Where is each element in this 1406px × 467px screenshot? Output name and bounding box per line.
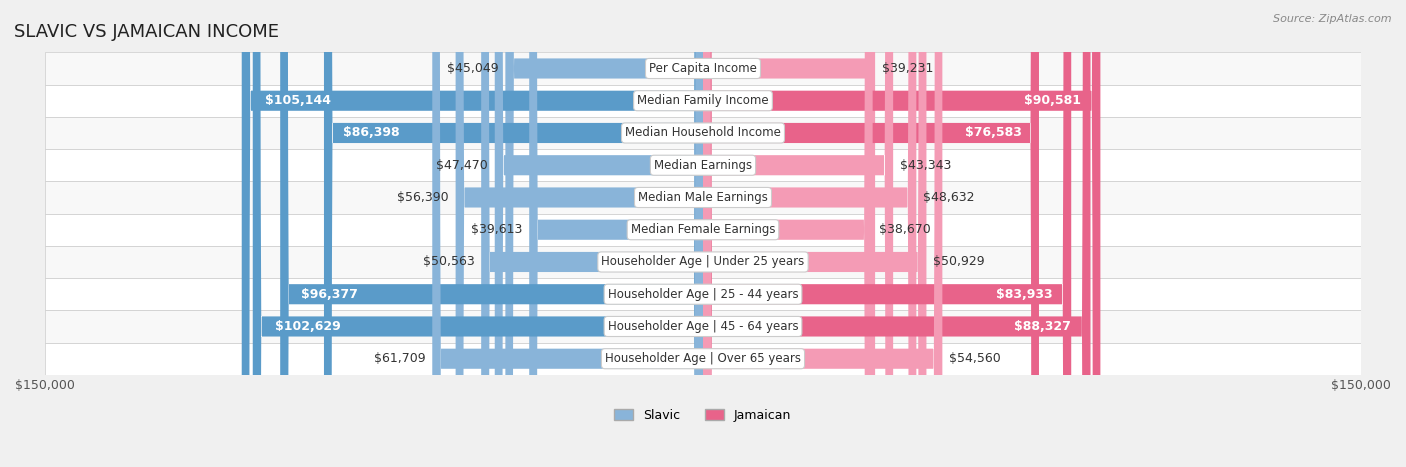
Text: $39,613: $39,613: [471, 223, 523, 236]
Legend: Slavic, Jamaican: Slavic, Jamaican: [609, 403, 797, 427]
Text: $45,049: $45,049: [447, 62, 499, 75]
FancyBboxPatch shape: [703, 0, 875, 467]
Bar: [45, 278, 1361, 311]
FancyBboxPatch shape: [703, 0, 893, 467]
Bar: [45, 343, 1361, 375]
FancyBboxPatch shape: [703, 0, 1091, 467]
Text: Median Male Earnings: Median Male Earnings: [638, 191, 768, 204]
Text: Householder Age | 25 - 44 years: Householder Age | 25 - 44 years: [607, 288, 799, 301]
Text: $102,629: $102,629: [276, 320, 342, 333]
Bar: [45, 52, 1361, 85]
Text: $105,144: $105,144: [264, 94, 330, 107]
Text: $96,377: $96,377: [301, 288, 359, 301]
Text: SLAVIC VS JAMAICAN INCOME: SLAVIC VS JAMAICAN INCOME: [14, 23, 278, 42]
Text: $39,231: $39,231: [882, 62, 934, 75]
Text: Median Female Earnings: Median Female Earnings: [631, 223, 775, 236]
Text: $50,929: $50,929: [934, 255, 984, 269]
FancyBboxPatch shape: [495, 0, 703, 467]
Text: $47,470: $47,470: [436, 159, 488, 172]
FancyBboxPatch shape: [703, 0, 927, 467]
Bar: [45, 213, 1361, 246]
Text: Median Earnings: Median Earnings: [654, 159, 752, 172]
FancyBboxPatch shape: [703, 0, 1101, 467]
Text: $38,670: $38,670: [879, 223, 931, 236]
Text: Source: ZipAtlas.com: Source: ZipAtlas.com: [1274, 14, 1392, 24]
FancyBboxPatch shape: [253, 0, 703, 467]
FancyBboxPatch shape: [703, 0, 917, 467]
Text: Householder Age | Over 65 years: Householder Age | Over 65 years: [605, 352, 801, 365]
Text: $61,709: $61,709: [374, 352, 426, 365]
Text: $50,563: $50,563: [423, 255, 475, 269]
FancyBboxPatch shape: [703, 0, 942, 467]
Text: $76,583: $76,583: [966, 127, 1022, 140]
Bar: [45, 149, 1361, 181]
Text: Per Capita Income: Per Capita Income: [650, 62, 756, 75]
Text: Householder Age | Under 25 years: Householder Age | Under 25 years: [602, 255, 804, 269]
Bar: [45, 117, 1361, 149]
Bar: [45, 311, 1361, 343]
Text: $43,343: $43,343: [900, 159, 950, 172]
FancyBboxPatch shape: [456, 0, 703, 467]
Text: $83,933: $83,933: [997, 288, 1053, 301]
FancyBboxPatch shape: [703, 0, 873, 467]
Text: Householder Age | 45 - 64 years: Householder Age | 45 - 64 years: [607, 320, 799, 333]
Bar: [45, 85, 1361, 117]
FancyBboxPatch shape: [242, 0, 703, 467]
FancyBboxPatch shape: [529, 0, 703, 467]
Text: Median Family Income: Median Family Income: [637, 94, 769, 107]
Text: $90,581: $90,581: [1024, 94, 1081, 107]
FancyBboxPatch shape: [505, 0, 703, 467]
Text: $86,398: $86,398: [343, 127, 399, 140]
Text: $48,632: $48,632: [922, 191, 974, 204]
Text: Median Household Income: Median Household Income: [626, 127, 780, 140]
FancyBboxPatch shape: [703, 0, 1039, 467]
FancyBboxPatch shape: [323, 0, 703, 467]
FancyBboxPatch shape: [432, 0, 703, 467]
Bar: [45, 181, 1361, 213]
FancyBboxPatch shape: [703, 0, 1071, 467]
FancyBboxPatch shape: [481, 0, 703, 467]
Text: $56,390: $56,390: [398, 191, 449, 204]
FancyBboxPatch shape: [280, 0, 703, 467]
Text: $88,327: $88,327: [1014, 320, 1071, 333]
Bar: [45, 246, 1361, 278]
Text: $54,560: $54,560: [949, 352, 1001, 365]
